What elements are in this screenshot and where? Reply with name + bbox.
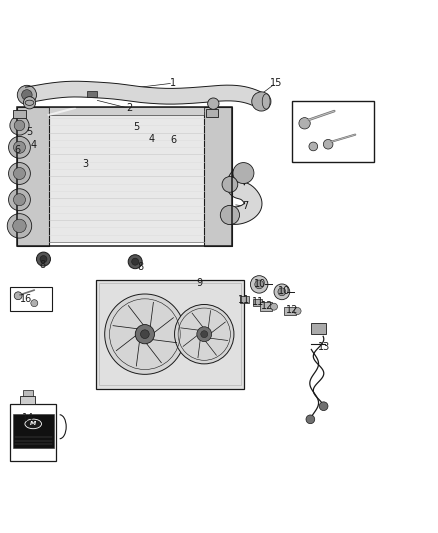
Text: 11: 11: [252, 297, 265, 307]
Text: 14: 14: [22, 414, 34, 423]
Circle shape: [274, 284, 290, 300]
Circle shape: [14, 120, 25, 131]
Bar: [49, 107, 204, 115]
Bar: [204, 107, 232, 246]
Bar: [260, 302, 272, 311]
Circle shape: [17, 85, 36, 104]
Text: 15: 15: [269, 78, 282, 88]
Circle shape: [255, 280, 264, 289]
Circle shape: [128, 255, 142, 269]
Bar: [23, 390, 33, 396]
Circle shape: [220, 205, 240, 224]
Text: 6: 6: [14, 146, 20, 155]
Circle shape: [294, 308, 301, 314]
Ellipse shape: [262, 94, 270, 109]
Circle shape: [105, 294, 185, 374]
Circle shape: [13, 219, 26, 232]
Bar: [17, 107, 49, 246]
Text: 3: 3: [83, 159, 89, 169]
Polygon shape: [227, 166, 262, 224]
Circle shape: [36, 252, 50, 266]
Circle shape: [14, 292, 22, 300]
Text: 4: 4: [148, 134, 154, 143]
Circle shape: [208, 98, 219, 109]
Text: 6: 6: [170, 135, 176, 145]
Text: 2: 2: [127, 103, 133, 114]
Bar: [13, 414, 53, 448]
Bar: [284, 306, 296, 316]
Circle shape: [21, 90, 32, 100]
Circle shape: [271, 303, 278, 310]
Circle shape: [309, 142, 318, 151]
Text: 7: 7: [242, 201, 248, 211]
Text: 4: 4: [30, 140, 36, 150]
Circle shape: [9, 136, 30, 158]
Bar: [11, 287, 52, 311]
Polygon shape: [25, 81, 264, 108]
Ellipse shape: [25, 419, 42, 429]
Text: 12: 12: [261, 301, 273, 311]
Text: 1: 1: [170, 78, 176, 88]
Bar: [11, 404, 56, 461]
Circle shape: [197, 327, 212, 342]
Circle shape: [201, 330, 208, 338]
Bar: [49, 111, 204, 242]
Bar: [253, 299, 262, 306]
Bar: [96, 280, 244, 389]
Circle shape: [10, 116, 29, 135]
Circle shape: [319, 402, 328, 410]
Circle shape: [40, 256, 47, 263]
Circle shape: [135, 325, 155, 344]
Circle shape: [7, 214, 32, 238]
Circle shape: [278, 288, 286, 296]
Ellipse shape: [25, 100, 34, 106]
Circle shape: [251, 276, 268, 293]
Circle shape: [23, 96, 35, 109]
Bar: [17, 107, 232, 246]
Circle shape: [14, 193, 25, 206]
Circle shape: [299, 118, 310, 129]
Bar: [99, 283, 241, 385]
Circle shape: [141, 330, 149, 338]
Circle shape: [323, 140, 333, 149]
Bar: [292, 101, 374, 161]
Bar: [206, 109, 218, 117]
Text: 12: 12: [286, 305, 299, 315]
Text: 11: 11: [238, 295, 251, 305]
Circle shape: [252, 92, 271, 111]
Text: 10: 10: [279, 286, 291, 296]
Bar: [21, 396, 35, 404]
Circle shape: [31, 300, 38, 306]
Bar: [87, 91, 97, 96]
Circle shape: [9, 189, 30, 211]
Circle shape: [9, 163, 30, 184]
Circle shape: [175, 304, 234, 364]
Circle shape: [14, 141, 25, 154]
Circle shape: [233, 163, 254, 183]
Text: 13: 13: [318, 342, 330, 352]
Text: 16: 16: [20, 294, 32, 304]
Bar: [240, 296, 249, 303]
Text: M: M: [30, 422, 36, 426]
Text: 10: 10: [254, 279, 267, 289]
Circle shape: [306, 415, 315, 424]
Circle shape: [132, 258, 139, 265]
Text: 8: 8: [39, 260, 45, 270]
Circle shape: [222, 176, 238, 192]
Circle shape: [14, 167, 25, 180]
Text: 9: 9: [196, 278, 202, 288]
Text: 8: 8: [138, 262, 144, 272]
Text: 5: 5: [26, 127, 32, 137]
Bar: [13, 110, 26, 118]
Text: 5: 5: [133, 122, 139, 132]
Bar: [311, 323, 326, 334]
